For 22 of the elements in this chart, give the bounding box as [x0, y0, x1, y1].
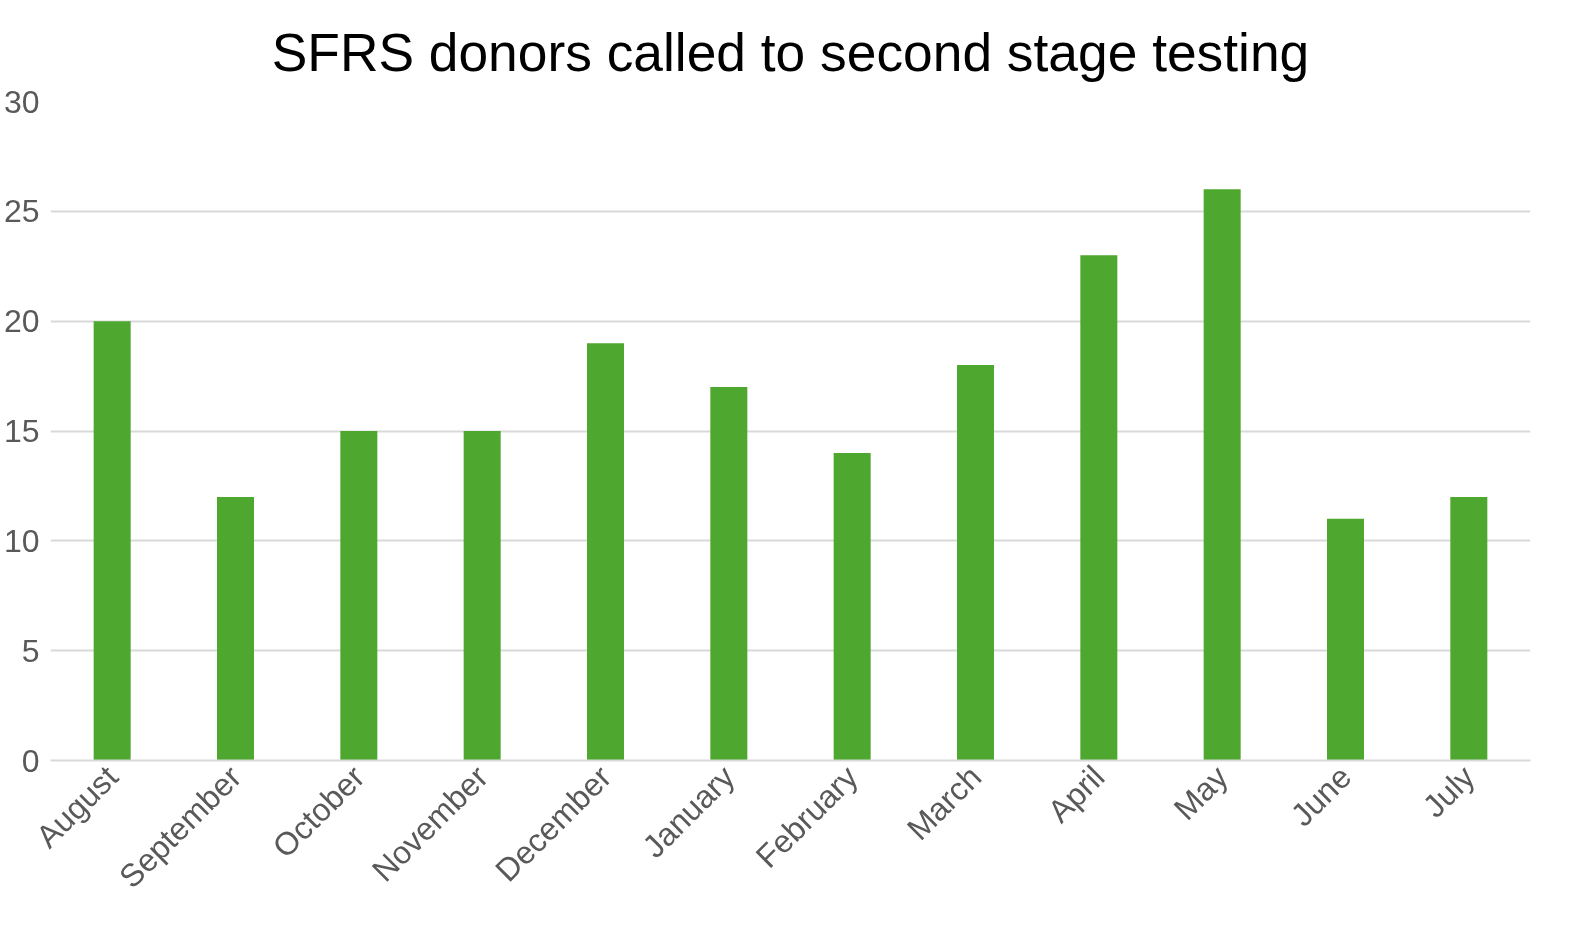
bar: [93, 321, 131, 761]
chart-title: SFRS donors called to second stage testing: [271, 22, 1310, 82]
bar: [1080, 255, 1118, 761]
y-tick-label: 5: [21, 632, 40, 669]
x-tick-label: July: [1415, 758, 1482, 825]
bar: [957, 365, 994, 761]
bar: [1203, 189, 1241, 761]
bar: [710, 387, 748, 761]
bar: [1450, 496, 1488, 761]
bar: [217, 496, 254, 761]
y-tick-label: 0: [21, 742, 40, 779]
y-tick-label: 20: [3, 303, 40, 340]
bar: [463, 431, 501, 761]
bar: [1327, 518, 1364, 761]
x-tick-label: May: [1166, 758, 1235, 827]
y-tick-label: 25: [3, 193, 40, 230]
y-tick-label: 15: [3, 413, 40, 449]
bar: [833, 452, 871, 761]
bar: [587, 343, 624, 761]
y-tick-label: 10: [3, 522, 40, 559]
bar: [340, 431, 378, 761]
y-tick-label: 30: [3, 83, 40, 120]
